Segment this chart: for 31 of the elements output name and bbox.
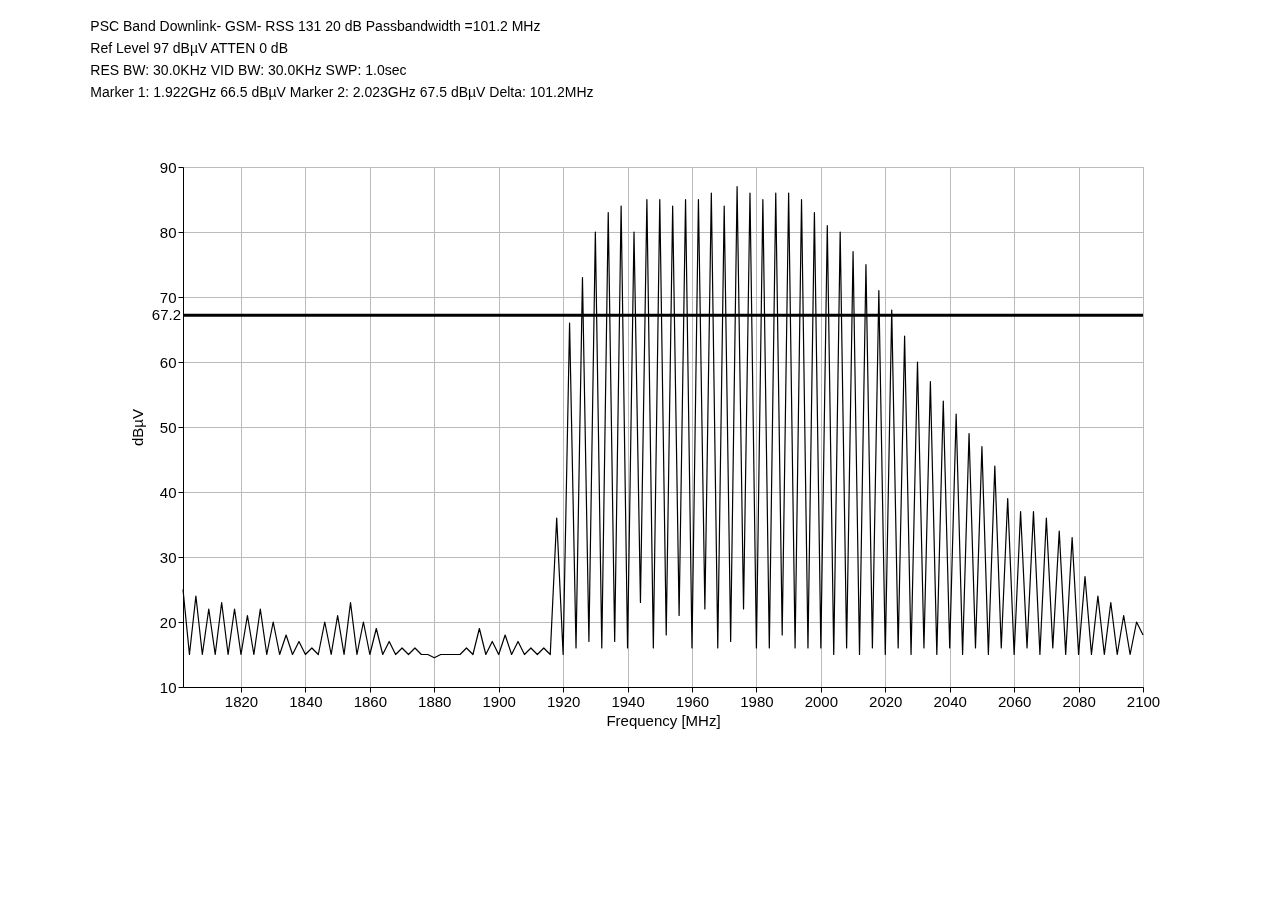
ref-line-label: 67.2 [151,306,181,324]
y-tick-label: 60 [159,353,177,371]
x-tick-label: 1840 [289,692,323,710]
x-tick-label: 1820 [224,692,259,710]
chart-title: PSC Band Downlink- GSM- RSS 131 20 dB Passbandwidth =101.2 MHz [90,18,541,34]
x-tick-label: 1940 [611,692,645,710]
x-tick-label: 2060 [997,692,1032,710]
x-tick-label: 2100 [1126,692,1161,710]
y-tick-label: 80 [159,223,177,241]
text: Marker 1: 1.922GHz 66.5 dBµV Marker 2: 2.023GHz 67.5 dBµV Delta: 101.2MHz [90,84,594,100]
x-tick-label: 1860 [353,692,388,710]
y-tick-label: 10 [159,678,177,696]
x-tick-label: 1900 [482,692,516,710]
x-tick-label: 2080 [1062,692,1096,710]
x-tick-label: 1880 [418,692,452,710]
x-tick-label: 2020 [869,692,903,710]
x-axis-title: Frequency [MHz] [606,711,721,729]
y-tick-label: 30 [159,548,177,566]
x-tick-label: 1980 [740,692,774,710]
x-tick-label: 1920 [546,692,581,710]
y-tick-label: 50 [159,418,177,436]
text: Ref Level 97 dBµV ATTEN 0 dB [90,40,288,56]
text: RES BW: 30.0KHz VID BW: 30.0KHz SWP: 1.0sec [90,62,407,78]
y-axis-title: dBµV [128,409,146,446]
x-tick-label: 1960 [675,692,710,710]
x-tick-label: 2000 [804,692,839,710]
y-tick-label: 20 [159,613,177,631]
x-tick-label: 2040 [933,692,967,710]
y-tick-label: 70 [159,288,177,306]
y-tick-label: 40 [159,483,177,501]
y-tick-label: 90 [159,158,177,176]
